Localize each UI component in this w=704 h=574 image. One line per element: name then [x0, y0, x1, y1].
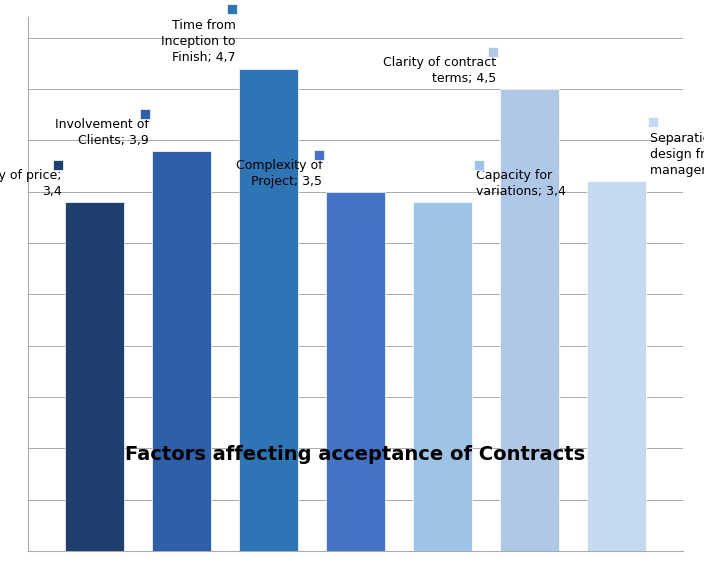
Bar — [413, 202, 472, 551]
Text: Capacity for
variations; 3,4: Capacity for variations; 3,4 — [476, 169, 565, 198]
Bar — [152, 151, 211, 551]
Text: Separation of
design from
management; 3,6: Separation of design from management; 3,… — [650, 133, 704, 177]
Bar — [239, 68, 298, 551]
Text: Time from
Inception to
Finish; 4,7: Time from Inception to Finish; 4,7 — [161, 20, 235, 64]
Text: Complexity of
Project; 3,5: Complexity of Project; 3,5 — [236, 158, 322, 188]
Text: Clarity of contract
terms; 4,5: Clarity of contract terms; 4,5 — [384, 56, 496, 85]
Bar — [500, 89, 559, 551]
Bar — [326, 192, 385, 551]
Text: Certainty of price;
3,4: Certainty of price; 3,4 — [0, 169, 61, 198]
Text: Involvement of
Clients; 3,9: Involvement of Clients; 3,9 — [54, 118, 149, 146]
Bar — [65, 202, 124, 551]
Bar — [587, 181, 646, 551]
Text: Factors affecting acceptance of Contracts: Factors affecting acceptance of Contract… — [125, 445, 586, 464]
